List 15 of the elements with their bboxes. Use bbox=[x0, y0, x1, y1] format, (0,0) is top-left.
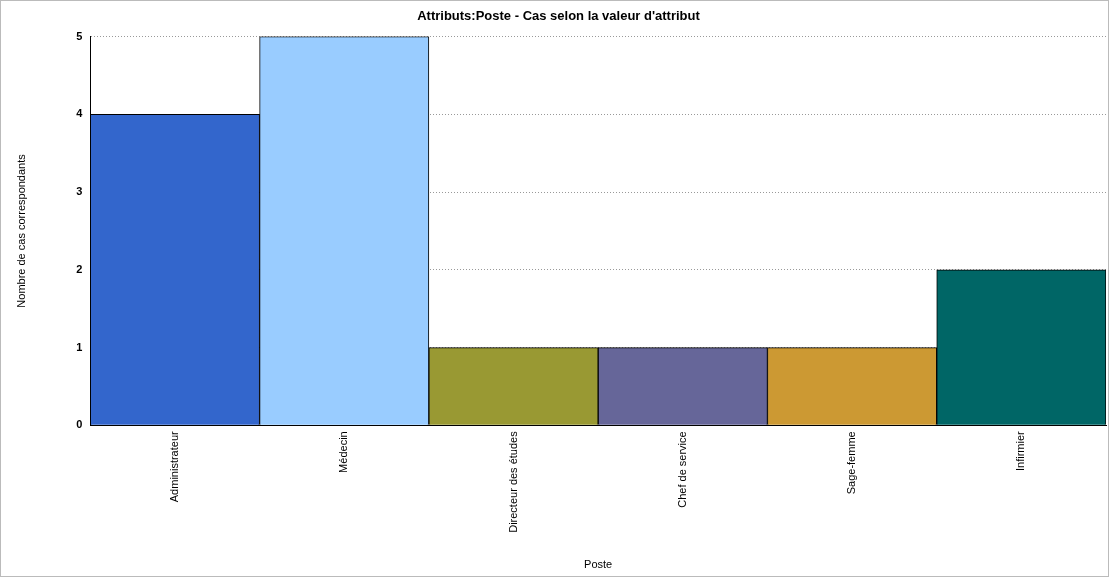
x-tick-label: Directeur des études bbox=[506, 430, 519, 533]
x-tick-label: Médecin bbox=[337, 431, 350, 473]
y-tick-label: 2 bbox=[76, 262, 83, 275]
x-tick-label: Administrateur bbox=[167, 430, 180, 503]
x-tick-label: Infirmier bbox=[1014, 430, 1027, 472]
y-tick-label: 0 bbox=[76, 418, 83, 431]
x-tick-label: Sage-femme bbox=[845, 431, 858, 495]
y-tick-label: 5 bbox=[76, 29, 83, 42]
y-tick-label: 1 bbox=[76, 340, 83, 353]
chart-title: Attributs:Poste - Cas selon la valeur d'attribut bbox=[417, 8, 701, 24]
y-tick-label: 4 bbox=[76, 107, 84, 120]
x-axis-title: Poste bbox=[584, 558, 613, 571]
y-tick-label: 3 bbox=[76, 185, 83, 198]
y-axis-title: Nombre de cas correspondants bbox=[14, 153, 27, 308]
x-tick-label: Chef de service bbox=[675, 431, 688, 508]
